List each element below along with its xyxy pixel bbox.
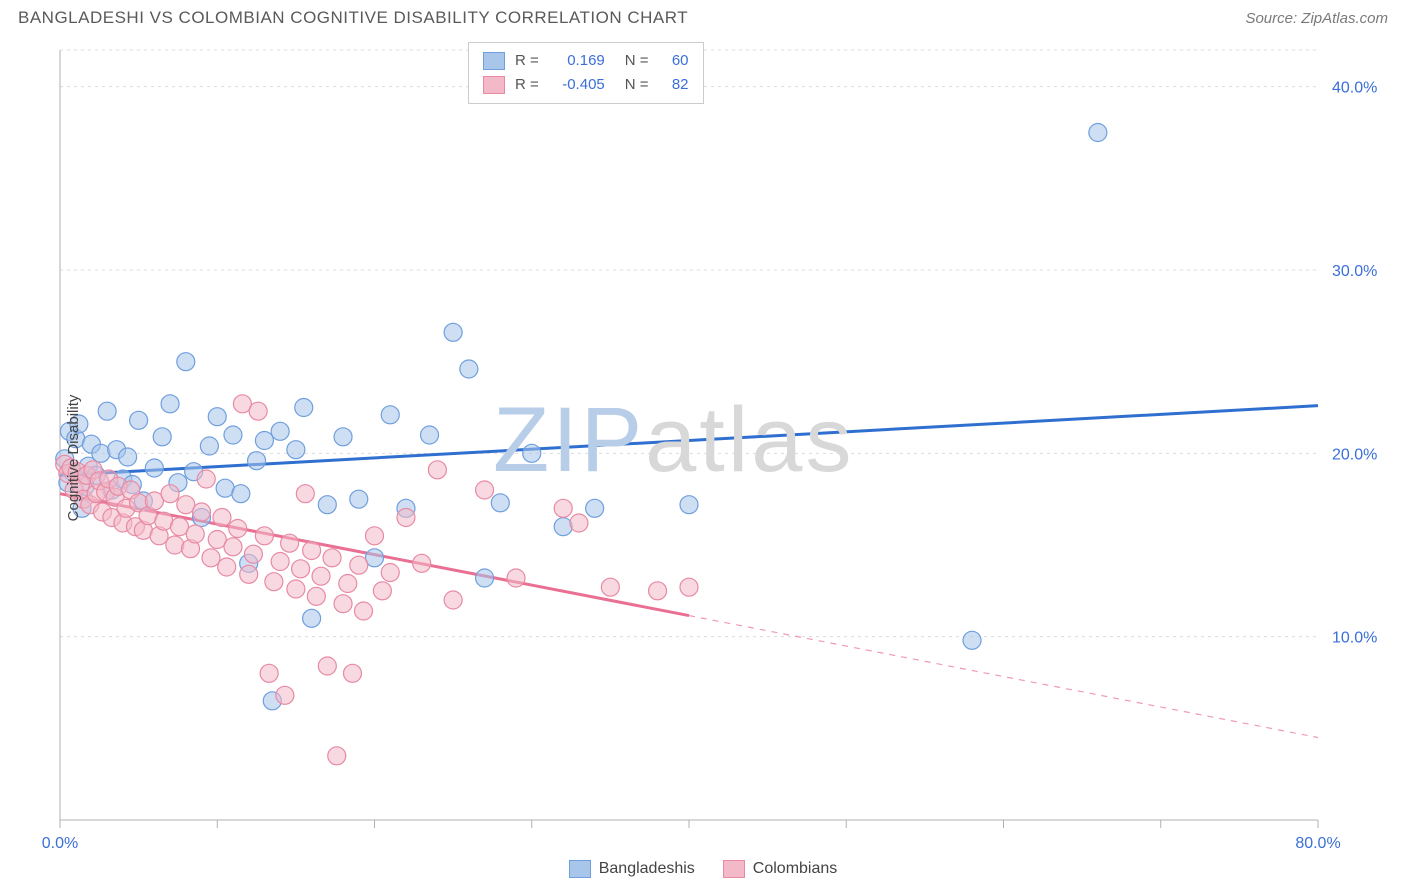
- scatter-chart: 0.0% 80.0% 10.0% 20.0% 30.0% 40.0%: [18, 42, 1388, 874]
- n-value-1: 82: [659, 73, 689, 97]
- r-value-1: -0.405: [549, 73, 605, 97]
- chart-title: BANGLADESHI VS COLOMBIAN COGNITIVE DISAB…: [18, 8, 688, 28]
- n-label-1: N =: [625, 73, 649, 97]
- r-label-0: R =: [515, 49, 539, 73]
- legend-swatch-bottom-1: [723, 860, 745, 878]
- legend-swatch-bottom-0: [569, 860, 591, 878]
- legend-item-0: Bangladeshis: [569, 860, 695, 878]
- chart-header: BANGLADESHI VS COLOMBIAN COGNITIVE DISAB…: [0, 0, 1406, 32]
- svg-text:20.0%: 20.0%: [1332, 446, 1377, 463]
- svg-text:0.0%: 0.0%: [42, 835, 78, 852]
- y-axis-label: Cognitive Disability: [65, 395, 82, 522]
- svg-text:80.0%: 80.0%: [1295, 835, 1340, 852]
- legend-swatch-1: [483, 76, 505, 94]
- source-attribution: Source: ZipAtlas.com: [1245, 10, 1388, 27]
- legend-row-series-1: R = -0.405 N = 82: [483, 73, 689, 97]
- chart-container: Cognitive Disability 0.0% 80.0% 10.0% 20.0%…: [18, 42, 1388, 874]
- svg-text:10.0%: 10.0%: [1332, 630, 1377, 647]
- correlation-legend: R = 0.169 N = 60 R = -0.405 N = 82: [468, 42, 704, 104]
- r-value-0: 0.169: [549, 49, 605, 73]
- legend-label-1: Colombians: [753, 860, 837, 878]
- series-legend: Bangladeshis Colombians: [18, 860, 1388, 878]
- svg-text:30.0%: 30.0%: [1332, 263, 1377, 280]
- legend-row-series-0: R = 0.169 N = 60: [483, 49, 689, 73]
- n-label-0: N =: [625, 49, 649, 73]
- legend-swatch-0: [483, 52, 505, 70]
- n-value-0: 60: [659, 49, 689, 73]
- svg-text:40.0%: 40.0%: [1332, 80, 1377, 97]
- legend-item-1: Colombians: [723, 860, 837, 878]
- r-label-1: R =: [515, 73, 539, 97]
- legend-label-0: Bangladeshis: [599, 860, 695, 878]
